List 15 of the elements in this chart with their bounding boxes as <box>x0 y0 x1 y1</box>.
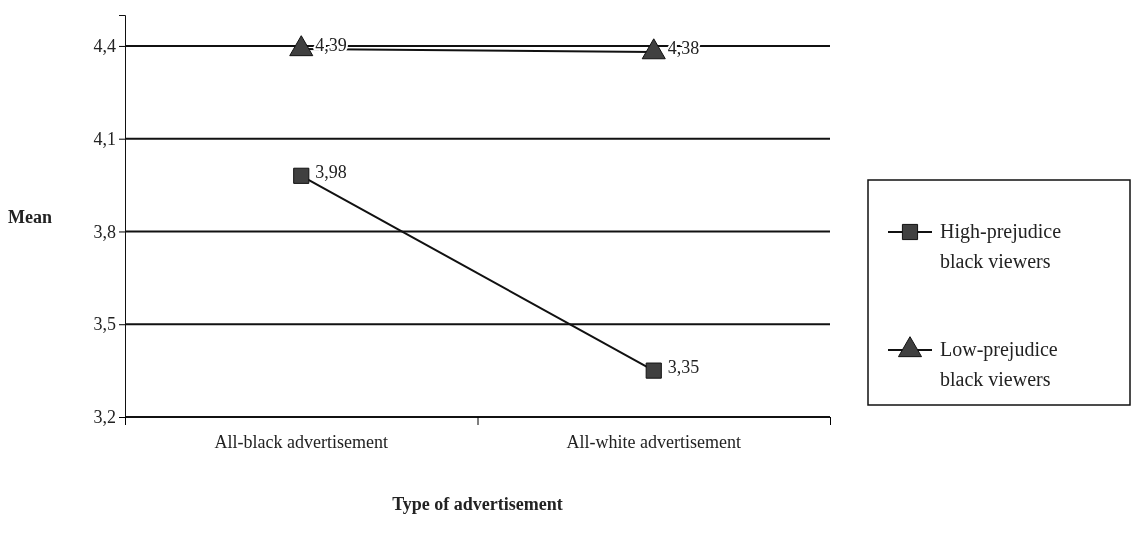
x-axis-title: Type of advertisement <box>392 494 563 514</box>
y-tick-label: 4,4 <box>93 36 116 57</box>
point <box>293 167 310 184</box>
y-tick-label: 3,5 <box>93 314 116 335</box>
y-tick-label: 4,1 <box>93 128 116 149</box>
x-tick-label: All-white advertisement <box>566 432 741 452</box>
legend-label: High-prejudice black viewers <box>940 220 1062 272</box>
y-axis-title: Mean <box>8 207 52 228</box>
y-tick-label: 3,2 <box>93 407 116 428</box>
data-label: 3,35 <box>667 356 700 377</box>
x-tick-label: All-black advertisement <box>214 432 388 452</box>
y-tick-label: 3,8 <box>93 221 116 242</box>
legend-label: Low-prejudice black viewers <box>940 338 1058 390</box>
data-label: 3,98 <box>315 161 347 182</box>
point <box>645 362 662 379</box>
